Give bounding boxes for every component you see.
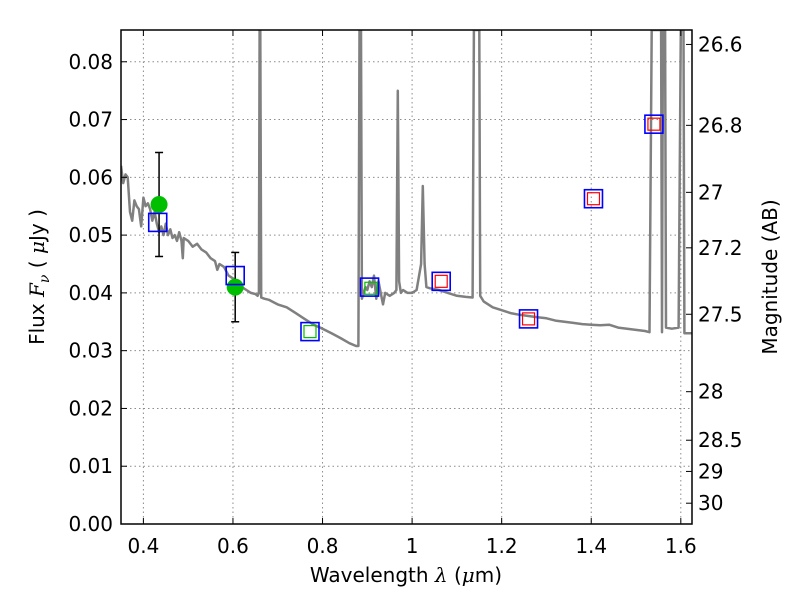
y2-tick-label: 28 bbox=[698, 380, 723, 404]
y2-axis-label: Magnitude (AB) bbox=[758, 199, 782, 354]
y2-tick-label: 26.6 bbox=[698, 32, 743, 56]
x-tick-label: 0.4 bbox=[127, 534, 159, 558]
y-tick-label: 0.07 bbox=[68, 108, 113, 132]
y-axis-label: Flux Fν ( μJy ) bbox=[25, 209, 53, 345]
model-square-green bbox=[364, 281, 378, 295]
y-tick-label: 0.08 bbox=[68, 50, 113, 74]
observed-point bbox=[226, 278, 244, 296]
x-tick-label: 1.6 bbox=[665, 534, 697, 558]
photometry-markers bbox=[147, 114, 664, 342]
model-square-blue bbox=[583, 188, 604, 209]
y2-tick-label: 27 bbox=[698, 180, 723, 204]
model-square-blue bbox=[359, 277, 380, 297]
x-axis-label: Wavelength λ (μm) bbox=[310, 563, 502, 587]
observed-point bbox=[150, 195, 168, 213]
model-square-blue bbox=[518, 309, 539, 329]
x-tick-label: 1.2 bbox=[486, 534, 518, 558]
y-axis-ticks: 0.00 0.01 0.02 0.03 0.04 0.05 0.06 0.07 0.08 bbox=[68, 50, 127, 536]
y-tick-label: 0.03 bbox=[68, 339, 113, 363]
y2-tick-label: 29 bbox=[698, 459, 723, 483]
y2-tick-label: 26.8 bbox=[698, 113, 743, 137]
model-square-blue bbox=[147, 212, 168, 233]
y-tick-label: 0.06 bbox=[68, 165, 113, 189]
model-square-red bbox=[647, 117, 661, 131]
model-square-blue bbox=[300, 321, 320, 342]
model-square-blue bbox=[644, 114, 664, 134]
y-tick-label: 0.01 bbox=[68, 454, 113, 478]
spectrum-line bbox=[121, 30, 692, 348]
y-tick-label: 0.05 bbox=[68, 223, 113, 247]
model-square-red bbox=[434, 274, 448, 288]
x-tick-label: 1 bbox=[406, 534, 419, 558]
y2-tick-label: 27.2 bbox=[698, 236, 743, 260]
y-tick-label: 0.04 bbox=[68, 281, 113, 305]
model-square-blue bbox=[431, 271, 452, 292]
x-tick-label: 1.4 bbox=[575, 534, 607, 558]
plot-frame bbox=[120, 29, 693, 525]
x-axis-ticks: 0.4 0.6 0.8 1 1.2 1.4 1.6 bbox=[127, 30, 697, 558]
y-tick-label: 0.02 bbox=[68, 396, 113, 420]
model-square-blue bbox=[225, 265, 245, 286]
y2-tick-label: 28.5 bbox=[698, 428, 743, 452]
y2-tick-label: 30 bbox=[698, 491, 723, 515]
model-square-red bbox=[521, 312, 536, 326]
x-tick-label: 0.8 bbox=[307, 534, 339, 558]
y2-tick-label: 27.5 bbox=[698, 302, 743, 326]
y-tick-label: 0.00 bbox=[68, 512, 113, 536]
x-tick-label: 0.6 bbox=[217, 534, 249, 558]
model-square-green bbox=[303, 325, 317, 339]
model-spectrum bbox=[121, 30, 692, 348]
model-square-red bbox=[586, 192, 601, 206]
y2-axis-ticks: 26.6 26.8 27 27.2 27.5 28 28.5 29 30 bbox=[686, 32, 743, 515]
